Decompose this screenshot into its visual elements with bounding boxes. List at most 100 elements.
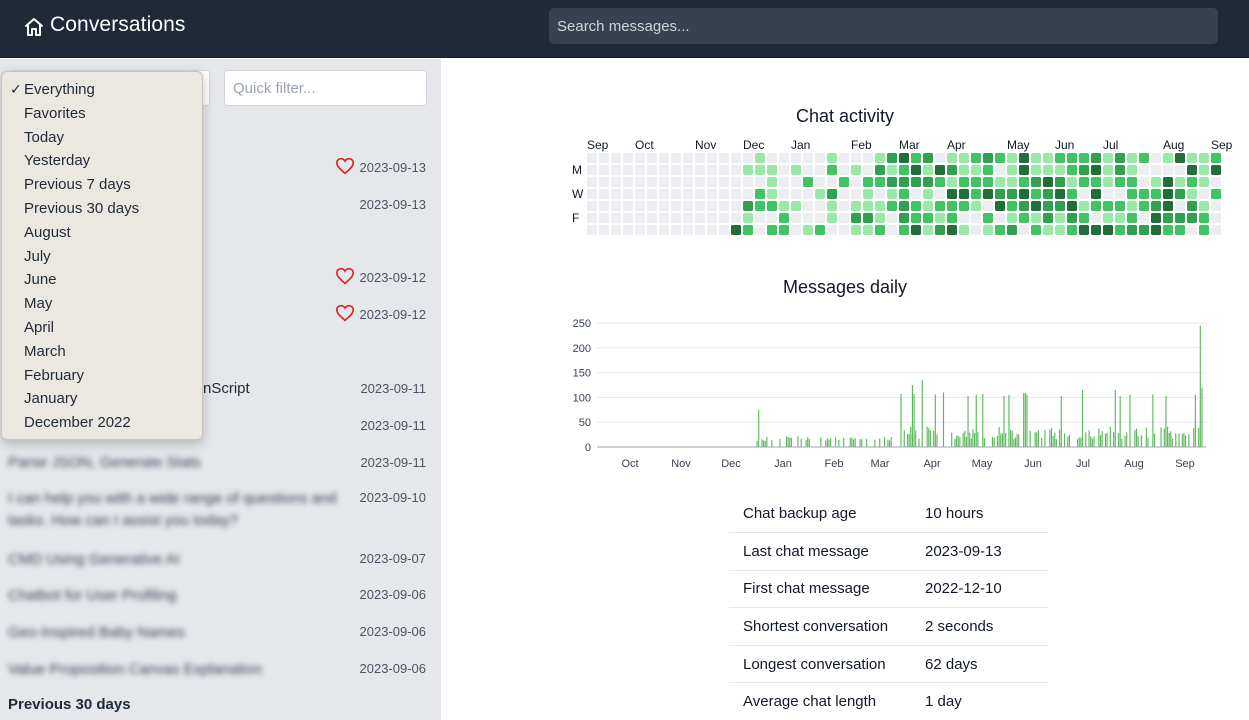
activity-cell bbox=[839, 189, 849, 199]
dropdown-option-april[interactable]: April bbox=[24, 318, 55, 336]
activity-cell bbox=[887, 165, 897, 175]
activity-cell bbox=[767, 213, 777, 223]
activity-cell bbox=[791, 201, 801, 211]
daily-bar bbox=[1059, 429, 1061, 447]
conversation-row[interactable]: Chatbot for User Profiling 2023-09-06 bbox=[0, 584, 441, 610]
daily-bar bbox=[854, 438, 856, 447]
app-title[interactable]: Conversations bbox=[50, 13, 186, 36]
activity-cell bbox=[1031, 189, 1041, 199]
dropdown-option-previous-7-days[interactable]: Previous 7 days bbox=[24, 176, 131, 194]
conversation-row[interactable]: 2023-09-12 bbox=[0, 301, 441, 327]
daily-bar bbox=[826, 438, 828, 447]
activity-cell bbox=[995, 153, 1005, 163]
dropdown-option-today[interactable]: Today bbox=[24, 128, 65, 146]
activity-cell bbox=[1007, 153, 1017, 163]
dropdown-option-february[interactable]: February bbox=[24, 366, 85, 384]
dropdown-option-previous-30-days[interactable]: Previous 30 days bbox=[24, 199, 140, 217]
daily-bar bbox=[805, 440, 807, 447]
heart-icon[interactable] bbox=[335, 267, 355, 285]
conversation-row[interactable]: 2023-09-13 bbox=[0, 191, 441, 217]
activity-cell bbox=[899, 177, 909, 187]
activity-cell bbox=[1175, 189, 1185, 199]
conversation-row[interactable]: CMD Using Generative AI 2023-09-07 bbox=[0, 548, 441, 574]
activity-cell bbox=[755, 189, 765, 199]
conversation-row[interactable]: I can help you with a wide range of ques… bbox=[0, 487, 441, 533]
activity-cell bbox=[1019, 201, 1029, 211]
daily-bar bbox=[977, 431, 979, 447]
dropdown-option-june[interactable]: June bbox=[24, 271, 57, 289]
activity-cell bbox=[1163, 153, 1173, 163]
activity-cell bbox=[851, 177, 861, 187]
activity-cell bbox=[1211, 213, 1221, 223]
activity-cell bbox=[635, 153, 645, 163]
y-tick-label: 250 bbox=[573, 318, 591, 330]
conversation-row[interactable]: 2023-09-11 bbox=[0, 414, 441, 440]
conversation-row[interactable]: 2023-09-13 bbox=[0, 154, 441, 180]
activity-cell bbox=[839, 201, 849, 211]
home-icon[interactable] bbox=[24, 17, 44, 37]
y-tick-label: 200 bbox=[573, 343, 591, 355]
conversation-title: Parse JSON, Generate Stats bbox=[8, 454, 201, 471]
dropdown-option-yesterday[interactable]: Yesterday bbox=[24, 152, 91, 170]
daily-bar bbox=[900, 394, 902, 447]
dropdown-option-march[interactable]: March bbox=[24, 342, 66, 360]
daily-bar bbox=[1099, 435, 1102, 447]
conversation-title: Value Proposition Canvas Explanation bbox=[8, 661, 263, 678]
y-tick-label: 150 bbox=[573, 368, 591, 380]
activity-cell bbox=[683, 165, 693, 175]
daily-bar bbox=[1124, 436, 1126, 447]
conversation-row[interactable]: 2023-09-12 bbox=[0, 264, 441, 290]
daily-bar bbox=[756, 440, 758, 447]
conversation-row[interactable]: Value Proposition Canvas Explanation 202… bbox=[0, 658, 441, 684]
dropdown-option-december-2022[interactable]: December 2022 bbox=[24, 414, 131, 432]
activity-cell bbox=[1127, 153, 1137, 163]
activity-cell bbox=[1187, 165, 1197, 175]
activity-cell bbox=[647, 189, 657, 199]
heatmap-month-label: Aug bbox=[1163, 138, 1184, 152]
activity-cell bbox=[671, 213, 681, 223]
activity-cell bbox=[743, 165, 753, 175]
activity-cell bbox=[1199, 213, 1209, 223]
daily-bar bbox=[1081, 389, 1084, 447]
daily-bar bbox=[1117, 433, 1120, 447]
conversation-row[interactable]: Geo-Inspired Baby Names 2023-09-06 bbox=[0, 621, 441, 647]
heart-icon[interactable] bbox=[335, 304, 355, 322]
x-tick-label: Oct bbox=[621, 458, 638, 470]
activity-cell bbox=[611, 213, 621, 223]
heart-icon[interactable] bbox=[335, 157, 355, 175]
stat-label: Shortest conversation bbox=[729, 607, 925, 646]
activity-cell bbox=[1139, 153, 1149, 163]
daily-bar bbox=[797, 436, 799, 447]
activity-cell bbox=[1103, 177, 1113, 187]
activity-cell bbox=[587, 153, 597, 163]
activity-cell bbox=[959, 225, 969, 235]
daily-bar bbox=[921, 380, 923, 447]
activity-cell bbox=[827, 201, 837, 211]
activity-cell bbox=[935, 153, 945, 163]
dropdown-option-january[interactable]: January bbox=[24, 390, 78, 408]
daily-bar bbox=[1165, 396, 1167, 447]
dropdown-option-july[interactable]: July bbox=[24, 247, 51, 265]
activity-cell bbox=[995, 201, 1005, 211]
activity-cell bbox=[935, 225, 945, 235]
dropdown-option-may[interactable]: May bbox=[24, 295, 53, 313]
daily-bar bbox=[1029, 430, 1031, 447]
dropdown-option-favorites[interactable]: Favorites bbox=[24, 104, 86, 122]
y-tick-label: 0 bbox=[585, 442, 591, 454]
activity-cell bbox=[815, 189, 825, 199]
activity-cell bbox=[1175, 213, 1185, 223]
conversation-row[interactable]: Parse JSON, Generate Stats 2023-09-11 bbox=[0, 451, 441, 477]
daily-bar bbox=[1170, 431, 1172, 447]
activity-cell bbox=[851, 225, 861, 235]
activity-cell bbox=[911, 153, 921, 163]
activity-cell bbox=[719, 153, 729, 163]
search-messages-input[interactable] bbox=[549, 8, 1218, 44]
activity-cell bbox=[611, 189, 621, 199]
conversation-row[interactable]: nScript 2023-09-11 bbox=[0, 377, 441, 403]
daily-bar bbox=[964, 430, 966, 447]
quick-filter-input[interactable] bbox=[224, 70, 427, 106]
activity-cell bbox=[635, 225, 645, 235]
activity-cell bbox=[1031, 201, 1041, 211]
dropdown-option-august[interactable]: August bbox=[24, 223, 71, 241]
dropdown-option-everything[interactable]: ✓ Everything bbox=[2, 78, 202, 102]
